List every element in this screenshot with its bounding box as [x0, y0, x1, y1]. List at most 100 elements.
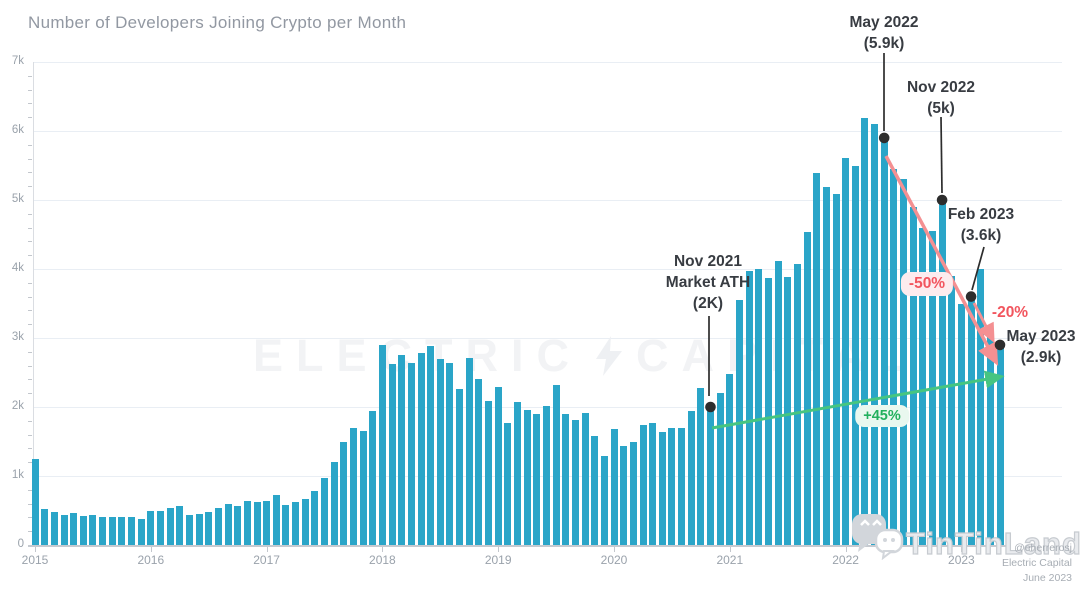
gridline-7k [33, 62, 1062, 63]
bar [707, 402, 714, 545]
bar [562, 413, 570, 545]
bar [224, 504, 232, 545]
bar [349, 427, 357, 545]
bar [764, 278, 772, 545]
bar [378, 344, 386, 545]
x-tick-label: 2017 [253, 553, 280, 567]
bar [842, 157, 850, 545]
bar [977, 269, 985, 545]
gridline-6k [33, 131, 1062, 132]
bar [108, 516, 116, 545]
annotation-may2022: May 2022 (5.9k) [849, 14, 919, 52]
tintinland-logo-text: TinTinLand [905, 525, 1080, 561]
y-minor-tick [28, 420, 32, 422]
bar [272, 495, 280, 545]
y-tick-label: 7k [11, 55, 24, 67]
bar [504, 422, 512, 545]
bar [716, 393, 724, 545]
bar [986, 334, 994, 545]
bar [600, 456, 608, 545]
bar [822, 186, 830, 545]
y-tick-label: 2k [11, 400, 24, 412]
bar [668, 427, 676, 545]
y-minor-tick [28, 158, 32, 160]
bar [456, 389, 464, 545]
bar [301, 498, 309, 545]
bar [571, 420, 579, 545]
bar [832, 193, 840, 545]
bar [687, 411, 695, 545]
y-minor-tick [28, 75, 32, 77]
bar [581, 413, 589, 545]
bar [166, 508, 174, 545]
x-tick-label: 2018 [369, 553, 396, 567]
y-tick-label: 3k [11, 331, 24, 343]
bar [948, 275, 956, 545]
y-minor-tick [28, 448, 32, 450]
y-minor-tick [28, 379, 32, 381]
bar [639, 424, 647, 545]
bar [407, 362, 415, 545]
bar [909, 206, 917, 545]
y-minor-tick [28, 227, 32, 229]
bar [330, 462, 338, 545]
y-minor-tick [28, 517, 32, 519]
x-tick [729, 546, 731, 552]
bar [620, 446, 628, 545]
bar [195, 514, 203, 545]
bar [523, 409, 531, 545]
x-tick-label: 2019 [484, 553, 512, 567]
bar [243, 500, 251, 545]
annotation-nov2022: Nov 2022 (5k) [906, 79, 976, 117]
bar [292, 502, 300, 545]
bar [552, 384, 560, 545]
bar [514, 402, 521, 545]
x-tick [498, 546, 500, 552]
credit-date: June 2023 [1022, 572, 1072, 584]
bar [957, 303, 965, 545]
bar [678, 428, 686, 545]
x-tick [266, 546, 268, 552]
y-minor-tick [28, 89, 32, 91]
x-tick [845, 546, 847, 552]
bar [465, 358, 473, 545]
bar [417, 353, 425, 545]
bar [253, 502, 261, 545]
bar [813, 173, 821, 545]
x-tick-label: 2020 [600, 553, 628, 567]
bar [494, 387, 502, 545]
annotation-may2023: May 2023 (2.9k) [1006, 328, 1076, 366]
y-minor-tick [28, 489, 32, 491]
bar [436, 358, 444, 545]
bar [282, 505, 290, 545]
bar [60, 515, 68, 545]
y-tick-label: 5k [11, 193, 24, 205]
bar [784, 277, 792, 545]
bar [176, 506, 184, 545]
bar [205, 511, 213, 545]
y-tick-label: 1k [11, 469, 24, 481]
y-minor-tick [28, 241, 32, 243]
y-minor-tick [28, 310, 32, 312]
bar [89, 515, 97, 545]
bar [871, 124, 879, 545]
bar [369, 411, 377, 545]
bar [736, 300, 743, 545]
bar [938, 200, 946, 545]
bar [774, 260, 782, 545]
bar [880, 137, 888, 545]
bar [591, 436, 599, 545]
lightning-bolt-icon [596, 336, 622, 376]
bar [967, 296, 975, 545]
y-axis-line [33, 62, 34, 545]
y-zero-label: 0 [17, 538, 24, 550]
bar [485, 400, 493, 545]
y-minor-tick [28, 144, 32, 146]
bar [340, 442, 348, 545]
bar [803, 231, 811, 545]
bar [128, 517, 135, 545]
bar [263, 500, 271, 545]
bar [900, 179, 907, 545]
credit-org: Electric Capital [1001, 557, 1072, 569]
bar [99, 516, 106, 545]
